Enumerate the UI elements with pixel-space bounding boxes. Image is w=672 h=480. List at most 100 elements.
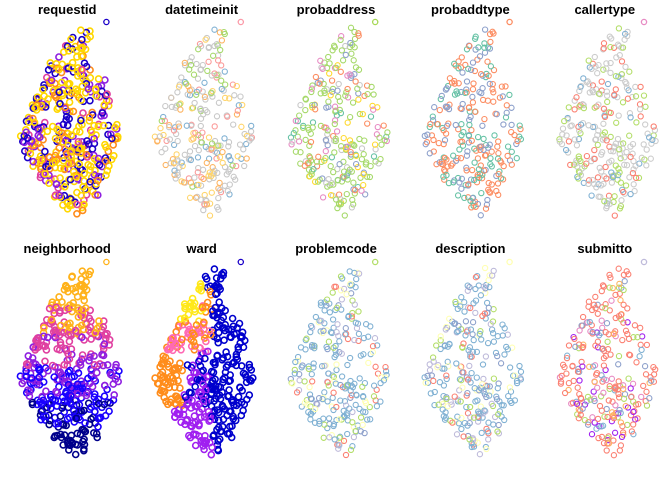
map-point [330,421,338,428]
map-point [25,392,34,401]
map-point [437,95,444,103]
map-point [594,415,602,423]
map-point [168,374,177,382]
map-point [199,397,208,405]
map-point [471,385,478,392]
map-point [577,157,584,165]
map-point [382,368,390,375]
map-point [615,352,623,360]
map-point [451,320,459,327]
map-point [178,74,185,81]
map-point [55,53,63,61]
map-point [456,376,464,383]
map-point [517,136,525,143]
map-point [245,391,254,399]
map-point [624,319,631,326]
panel-datetimeinit: datetimeinit [151,2,256,219]
map-point [324,142,331,149]
map-point [638,393,645,401]
map-point [458,377,465,384]
map-point [451,77,458,85]
map-point [203,159,210,167]
map-point [342,51,349,59]
map-point [292,358,299,366]
map-point [346,113,354,121]
map-point [442,414,449,421]
map-point [641,363,649,370]
map-point [79,306,87,314]
map-point [378,141,385,148]
map-point [611,193,618,200]
map-point [94,191,102,199]
map-point [197,413,205,422]
map-point [461,194,468,202]
map-point [367,323,374,330]
map-point [197,66,205,73]
map-point [325,338,333,345]
map-point [56,174,64,182]
map-point [559,125,567,132]
map-point [229,81,237,88]
map-point [86,353,94,362]
map-point [591,146,598,154]
map-point [219,268,228,277]
map-point [308,410,315,417]
map-point [289,380,296,387]
map-point [643,162,650,169]
map-point [239,406,247,415]
map-point [74,137,83,146]
panel-title: ward [185,241,216,256]
map-point [579,405,586,412]
map-point [105,335,114,344]
map-point [311,419,319,426]
map-point [358,187,365,194]
map-point [429,354,437,361]
map-point [153,379,162,388]
map-point [335,80,342,88]
map-point [443,122,451,129]
map-point [503,102,510,109]
map-point [454,192,462,199]
map-point [511,131,518,139]
map-point [360,171,367,178]
map-point [481,40,488,47]
map-point [357,428,364,435]
map-point [562,146,570,154]
map-point [579,344,586,351]
map-point [460,340,467,347]
map-point [504,143,512,150]
map-point [443,85,450,92]
map-point [69,303,77,311]
map-point [224,361,232,369]
map-point [464,148,471,155]
map-point [571,97,578,104]
map-point [86,74,95,82]
map-point [355,270,363,277]
map-point [478,429,485,437]
map-point [65,446,73,454]
map-point [463,167,470,174]
map-point [463,78,471,85]
map-point [87,335,95,343]
map-point [95,161,104,169]
map-point [237,332,245,340]
map-point [207,450,216,459]
map-point [590,388,597,395]
map-point [489,86,496,93]
map-point [216,154,224,161]
map-point [370,382,378,389]
map-point [506,384,514,391]
map-point [559,361,567,368]
map-point [46,59,55,67]
map-point [380,377,388,384]
map-point [347,148,354,156]
map-point [427,120,434,128]
map-point [111,135,120,143]
map-point [191,99,198,107]
map-point [328,403,336,410]
map-point [606,271,613,279]
map-point [173,151,180,158]
map-point [575,345,583,352]
map-point [426,367,434,374]
map-point [238,328,247,337]
